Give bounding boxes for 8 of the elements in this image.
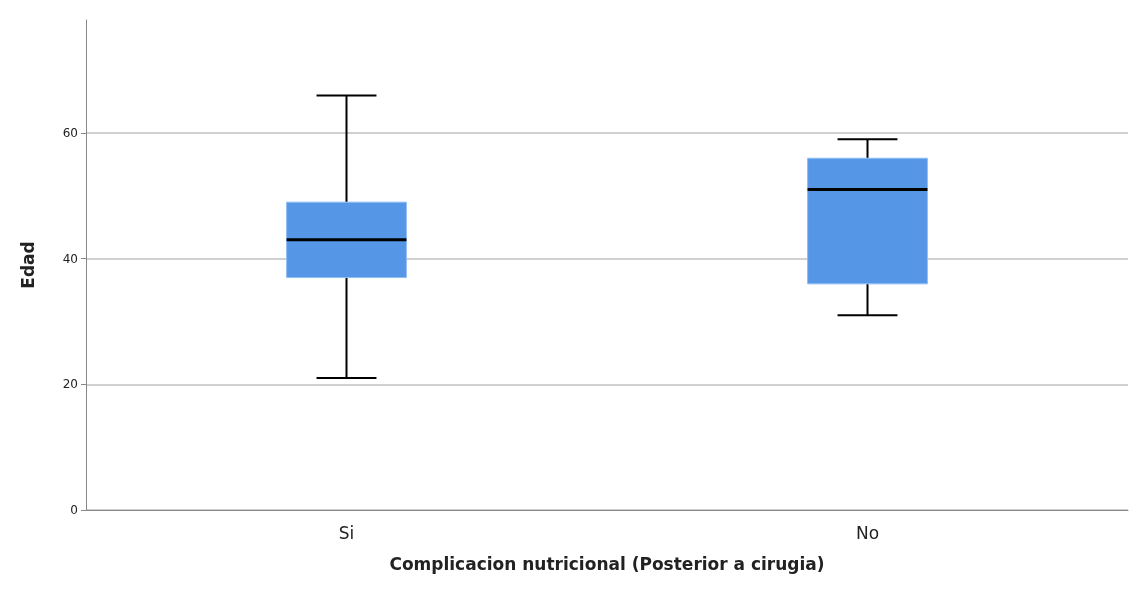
y-tick-label: 0 [70, 503, 78, 517]
y-tick-label: 60 [62, 126, 78, 141]
y-tick-label: 20 [62, 377, 78, 392]
y-tick-label: 40 [62, 251, 78, 266]
x-axis-title: Complicacion nutricional (Posterior a cirugia) [389, 553, 825, 574]
x-tick-label: Si [338, 522, 355, 543]
y-axis-title: Edad [17, 241, 38, 289]
x-tick-label: No [855, 522, 880, 543]
